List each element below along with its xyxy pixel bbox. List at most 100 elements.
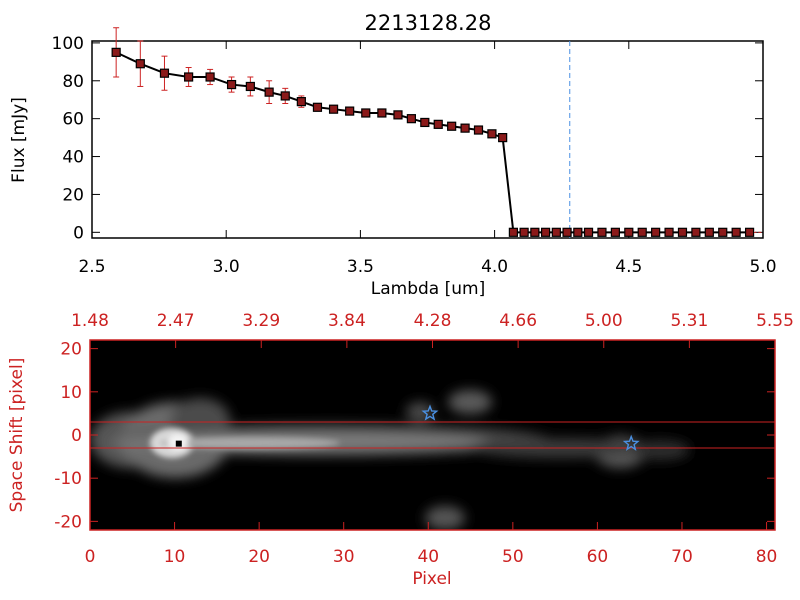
- spectrum-plot: 2213128.28 2.5 3.0 3.5 4.0 4.5 5.0 0 20 40 60 80 1…: [9, 11, 777, 299]
- data-point: [377, 108, 387, 118]
- data-point: [245, 81, 255, 92]
- x-tick-label: 70: [671, 547, 693, 567]
- data-point: [551, 227, 561, 237]
- star-marker: [421, 404, 439, 421]
- star-marker: [622, 434, 640, 451]
- data-point: [519, 227, 529, 237]
- data-point: [328, 104, 339, 114]
- data-point: [393, 110, 403, 120]
- data-point: [583, 227, 594, 237]
- x-tick-label: 3.0: [213, 257, 240, 277]
- y-tick-label: 40: [62, 148, 84, 168]
- data-point: [637, 227, 647, 237]
- y-tick-label: 0: [71, 426, 82, 446]
- data-point: [498, 133, 508, 143]
- data-point: [562, 227, 572, 237]
- data-point: [184, 72, 194, 82]
- data-point: [597, 227, 607, 237]
- top-tick-label: 5.31: [670, 311, 708, 331]
- data-point: [610, 227, 620, 237]
- plot-area: [91, 40, 764, 239]
- x-axis-label: Pixel: [412, 569, 451, 589]
- x-tick-label: 5.0: [749, 257, 776, 277]
- spatial-heatmap: 0 10 20 30 40 50 60 70 80 20 10 0 -10 -20 1.48 2.47 3.…: [7, 311, 794, 589]
- x-tick-label: 2.5: [78, 257, 105, 277]
- data-point: [205, 72, 215, 82]
- data-point: [473, 125, 484, 135]
- y-axis-label: Space Shift [pixel]: [7, 358, 27, 513]
- y-axis: 20 10 0 -10 -20: [54, 340, 775, 532]
- data-point: [624, 227, 634, 237]
- top-tick-label: 5.55: [756, 311, 794, 331]
- wavelength-axis-top: 1.48 2.47 3.29 3.84 4.28 4.66 5.00 5.31 5.55: [71, 311, 794, 348]
- data-point: [744, 227, 755, 237]
- data-point: [718, 227, 728, 237]
- data-point: [487, 129, 497, 139]
- data-point: [691, 227, 701, 237]
- data-point: [361, 108, 371, 118]
- x-tick-label: 3.5: [347, 257, 374, 277]
- top-tick-label: 3.29: [242, 311, 280, 331]
- x-tick-label: 4.0: [481, 257, 508, 277]
- y-tick-label: 80: [62, 72, 84, 92]
- x-tick-label: 0: [85, 547, 96, 567]
- x-tick-label: 40: [417, 547, 439, 567]
- x-tick-label: 20: [248, 547, 270, 567]
- x-tick-label: 10: [164, 547, 186, 567]
- top-tick-label: 1.48: [71, 311, 109, 331]
- data-point: [264, 87, 274, 97]
- data-point: [677, 227, 688, 237]
- data-point: [704, 227, 714, 237]
- data-point: [159, 68, 170, 78]
- data-point: [280, 91, 290, 101]
- y-tick-label: 20: [60, 340, 82, 360]
- y-axis-label: Flux [mJy]: [9, 97, 29, 183]
- y-tick-label: 20: [62, 185, 84, 205]
- x-axis: 2.5 3.0 3.5 4.0 4.5 5.0: [78, 41, 777, 277]
- top-tick-label: 2.47: [157, 311, 195, 331]
- x-axis-label: Lambda [um]: [371, 279, 485, 299]
- data-point: [460, 123, 470, 133]
- x-tick-label: 50: [502, 547, 524, 567]
- x-tick-label: 60: [587, 547, 609, 567]
- top-tick-label: 3.84: [328, 311, 366, 331]
- data-point: [540, 227, 551, 237]
- data-point: [433, 119, 443, 129]
- error-bars: [113, 27, 506, 140]
- source-position-marker: [175, 440, 182, 447]
- x-tick-label: 80: [756, 547, 778, 567]
- y-axis: 0 20 40 60 80 100: [52, 34, 763, 243]
- data-point: [664, 227, 674, 237]
- data-point: [447, 121, 457, 131]
- data-point: [312, 102, 323, 112]
- x-tick-label: 4.5: [615, 257, 642, 277]
- data-point: [111, 47, 121, 57]
- top-tick-label: 4.28: [414, 311, 452, 331]
- top-tick-label: 5.00: [585, 311, 623, 331]
- x-tick-label: 30: [333, 547, 355, 567]
- y-tick-label: 10: [60, 383, 82, 403]
- y-tick-label: -20: [54, 512, 82, 532]
- data-point: [406, 114, 416, 124]
- y-tick-label: -10: [54, 469, 82, 489]
- data-point: [420, 117, 430, 128]
- data-point: [530, 227, 540, 237]
- data-point: [296, 97, 306, 107]
- data-point: [731, 227, 741, 237]
- flux-markers: [111, 47, 755, 237]
- data-point: [573, 227, 583, 237]
- y-tick-label: 60: [62, 110, 84, 130]
- data-point: [651, 227, 661, 237]
- chart-title: 2213128.28: [365, 11, 492, 35]
- data-point: [135, 59, 145, 69]
- y-tick-label: 0: [73, 223, 84, 243]
- heatmap-signal: [90, 390, 690, 530]
- star-markers: [421, 404, 640, 451]
- x-axis: 0 10 20 30 40 50 60 70 80: [85, 522, 778, 567]
- data-point: [226, 79, 237, 90]
- top-tick-label: 4.66: [499, 311, 537, 331]
- y-tick-label: 100: [52, 34, 84, 54]
- data-point: [508, 227, 518, 237]
- data-point: [345, 106, 355, 116]
